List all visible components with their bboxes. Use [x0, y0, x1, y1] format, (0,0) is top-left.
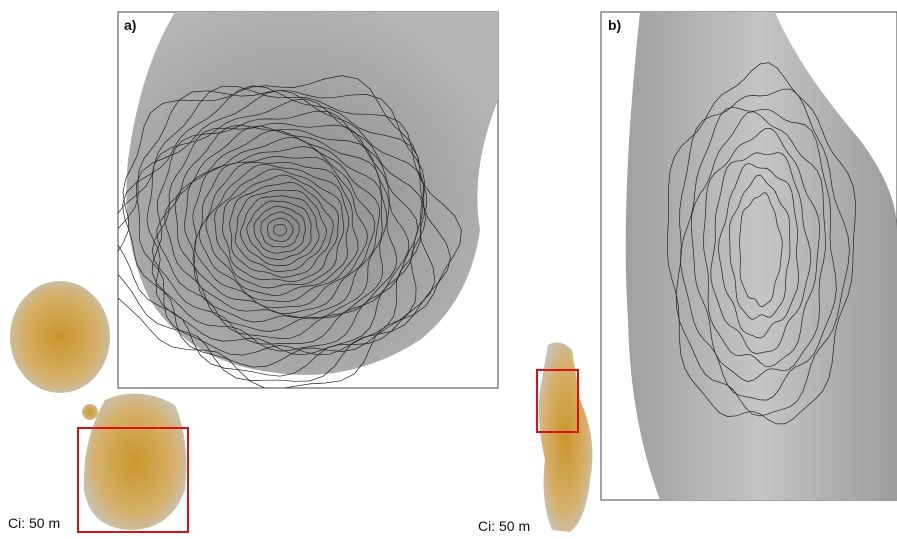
panel-label: b)	[608, 17, 621, 33]
island	[84, 394, 186, 530]
contour-interval: Ci: 50 m	[8, 515, 60, 531]
panel-label: a)	[124, 17, 136, 33]
islet	[82, 404, 98, 420]
figure: a) b) Ci: 50 m Ci: 50 m	[0, 0, 897, 539]
island	[10, 281, 110, 393]
contour-interval: Ci: 50 m	[478, 518, 530, 534]
